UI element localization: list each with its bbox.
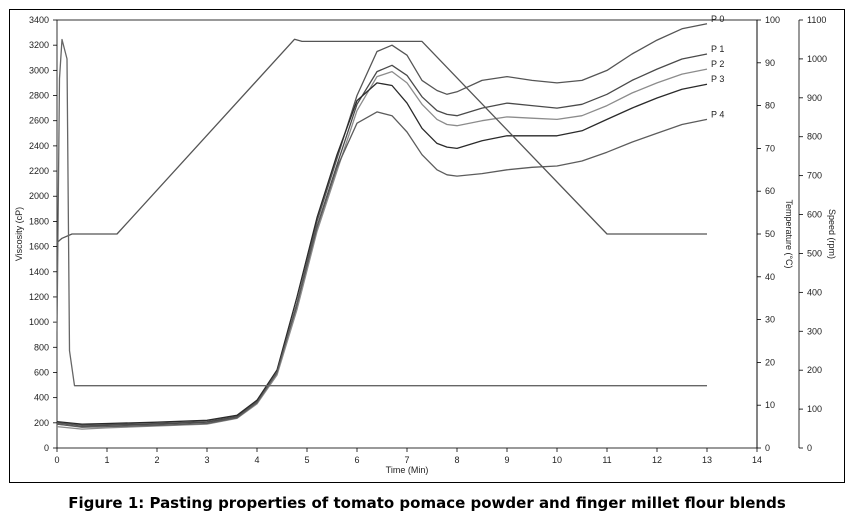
y-tick-label: 200 xyxy=(34,418,49,428)
y-tick-label: 1400 xyxy=(29,267,49,277)
series-label-p-4: P 4 xyxy=(711,109,724,119)
y-tick-label: 600 xyxy=(34,367,49,377)
series-label-p-2: P 2 xyxy=(711,59,724,69)
series-label-p-1: P 1 xyxy=(711,44,724,54)
series-line-temperature xyxy=(56,38,707,244)
y-tick-label: 0 xyxy=(44,443,49,453)
y-tick-label: 400 xyxy=(34,393,49,403)
x-tick-label: 9 xyxy=(504,455,509,465)
x-tick-label: 1 xyxy=(104,455,109,465)
speed-tick-label: 800 xyxy=(807,132,822,142)
x-tick-label: 12 xyxy=(652,455,662,465)
speed-tick-label: 600 xyxy=(807,210,822,220)
series-line-p-4 xyxy=(56,111,708,428)
viscosity-axis-title: Viscosity (cP) xyxy=(14,207,24,261)
x-tick-label: 14 xyxy=(752,455,762,465)
speed-tick-label: 200 xyxy=(807,365,822,375)
x-tick-label: 6 xyxy=(354,455,359,465)
temp-tick-label: 80 xyxy=(765,101,775,111)
x-tick-label: 3 xyxy=(204,455,209,465)
x-tick-label: 5 xyxy=(304,455,309,465)
speed-tick-label: 700 xyxy=(807,171,822,181)
y-tick-label: 1800 xyxy=(29,216,49,226)
speed-tick-label: 400 xyxy=(807,287,822,297)
speed-axis-ticks: 0 100 200 300 400 500 600 700 800 900 1000 1100 xyxy=(799,15,827,453)
x-tick-label: 2 xyxy=(154,455,159,465)
y-tick-label: 3200 xyxy=(29,40,49,50)
speed-tick-label: 1000 xyxy=(807,54,827,64)
y-tick-label: 2200 xyxy=(29,166,49,176)
series-end-labels: P 0 P 1 P 2 P 3 P 4 xyxy=(711,14,724,120)
speed-axis-title: Speed (rpm) xyxy=(827,209,837,259)
y-tick-label: 2400 xyxy=(29,141,49,151)
chart-frame xyxy=(9,9,845,483)
y-tick-label: 1200 xyxy=(29,292,49,302)
series-layer xyxy=(56,23,708,430)
series-line-p-3 xyxy=(56,82,708,425)
temp-tick-label: 10 xyxy=(765,400,775,410)
speed-tick-label: 900 xyxy=(807,93,822,103)
y-tick-label: 3000 xyxy=(29,65,49,75)
y-tick-label: 1000 xyxy=(29,317,49,327)
temperature-axis-title: Temperature (°C) xyxy=(784,199,794,268)
temp-tick-label: 60 xyxy=(765,186,775,196)
speed-tick-label: 0 xyxy=(807,443,812,453)
temp-tick-label: 70 xyxy=(765,143,775,153)
x-tick-label: 4 xyxy=(254,455,259,465)
series-line-speed xyxy=(56,38,707,387)
y-tick-label: 1600 xyxy=(29,242,49,252)
temp-tick-label: 100 xyxy=(765,15,780,25)
series-line-p-2 xyxy=(56,68,708,430)
temp-tick-label: 90 xyxy=(765,58,775,68)
y-tick-label: 2000 xyxy=(29,191,49,201)
temp-tick-label: 40 xyxy=(765,272,775,282)
figure-caption: Figure 1: Pasting properties of tomato p… xyxy=(68,494,786,512)
x-tick-label: 8 xyxy=(454,455,459,465)
x-tick-label: 7 xyxy=(404,455,409,465)
temperature-axis-ticks: 0 10 20 30 40 50 60 70 80 90 100 xyxy=(757,15,780,453)
y-tick-label: 800 xyxy=(34,342,49,352)
series-label-p-0: P 0 xyxy=(711,14,724,24)
series-label-p-3: P 3 xyxy=(711,74,724,84)
x-tick-label: 13 xyxy=(702,455,712,465)
x-axis-ticks: 0 1 2 3 4 5 6 7 8 9 10 11 12 13 14 xyxy=(54,448,762,465)
series-line-p-1 xyxy=(56,53,708,428)
speed-tick-label: 500 xyxy=(807,248,822,258)
y-tick-label: 2600 xyxy=(29,116,49,126)
temp-tick-label: 0 xyxy=(765,443,770,453)
series-line-p-0 xyxy=(56,23,708,426)
pasting-chart: 0 1 2 3 4 5 6 7 8 9 10 11 12 13 14 0200400600800100012… xyxy=(14,14,837,475)
speed-tick-label: 100 xyxy=(807,404,822,414)
x-tick-label: 10 xyxy=(552,455,562,465)
speed-tick-label: 1100 xyxy=(807,15,826,25)
y-tick-label: 3400 xyxy=(29,15,49,25)
x-tick-label: 11 xyxy=(602,455,611,465)
y-tick-label: 2800 xyxy=(29,91,49,101)
temp-tick-label: 50 xyxy=(765,229,775,239)
temp-tick-label: 20 xyxy=(765,357,775,367)
temp-tick-label: 30 xyxy=(765,315,775,325)
x-tick-label: 0 xyxy=(54,455,59,465)
x-axis-title: Time (Min) xyxy=(386,465,429,475)
speed-tick-label: 300 xyxy=(807,326,822,336)
viscosity-axis-ticks: 0 200 400 600 800 1000 1200 1400 1600 1800 2000 220… xyxy=(29,15,57,453)
